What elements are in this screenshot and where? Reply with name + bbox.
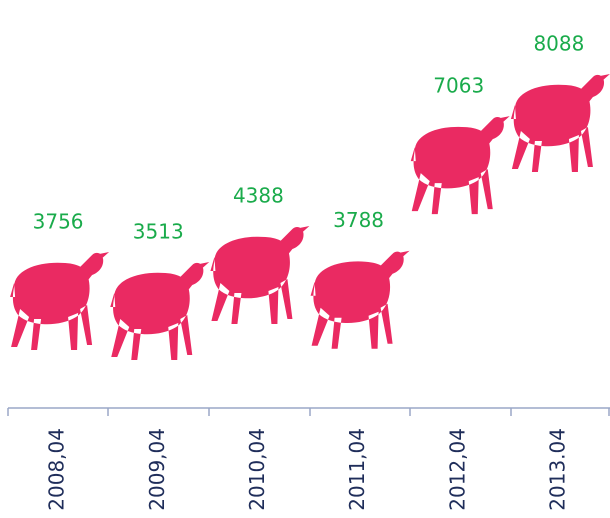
x-tick-label: 2010,04 (245, 428, 269, 511)
value-label: 3756 (33, 210, 84, 234)
value-label: 3513 (133, 220, 184, 244)
x-tick-label: 2011,04 (345, 428, 369, 511)
sheep-icon (310, 250, 410, 349)
x-axis (7, 407, 610, 416)
value-label: 8088 (533, 32, 584, 56)
sheep-icon (210, 226, 310, 325)
x-tick-label: 2009,04 (145, 428, 169, 511)
sheep-icon (10, 252, 110, 351)
x-tick-label: 2013.04 (545, 428, 569, 511)
value-label: 7063 (433, 74, 484, 98)
sheep-icon (110, 262, 210, 360)
x-tick-label: 2012,04 (445, 428, 469, 511)
sheep-icon (510, 74, 610, 172)
value-label: 3788 (333, 208, 384, 232)
x-tick-label: 2008,04 (45, 428, 69, 511)
value-label: 4388 (233, 184, 284, 208)
sheep-icon (410, 116, 510, 215)
